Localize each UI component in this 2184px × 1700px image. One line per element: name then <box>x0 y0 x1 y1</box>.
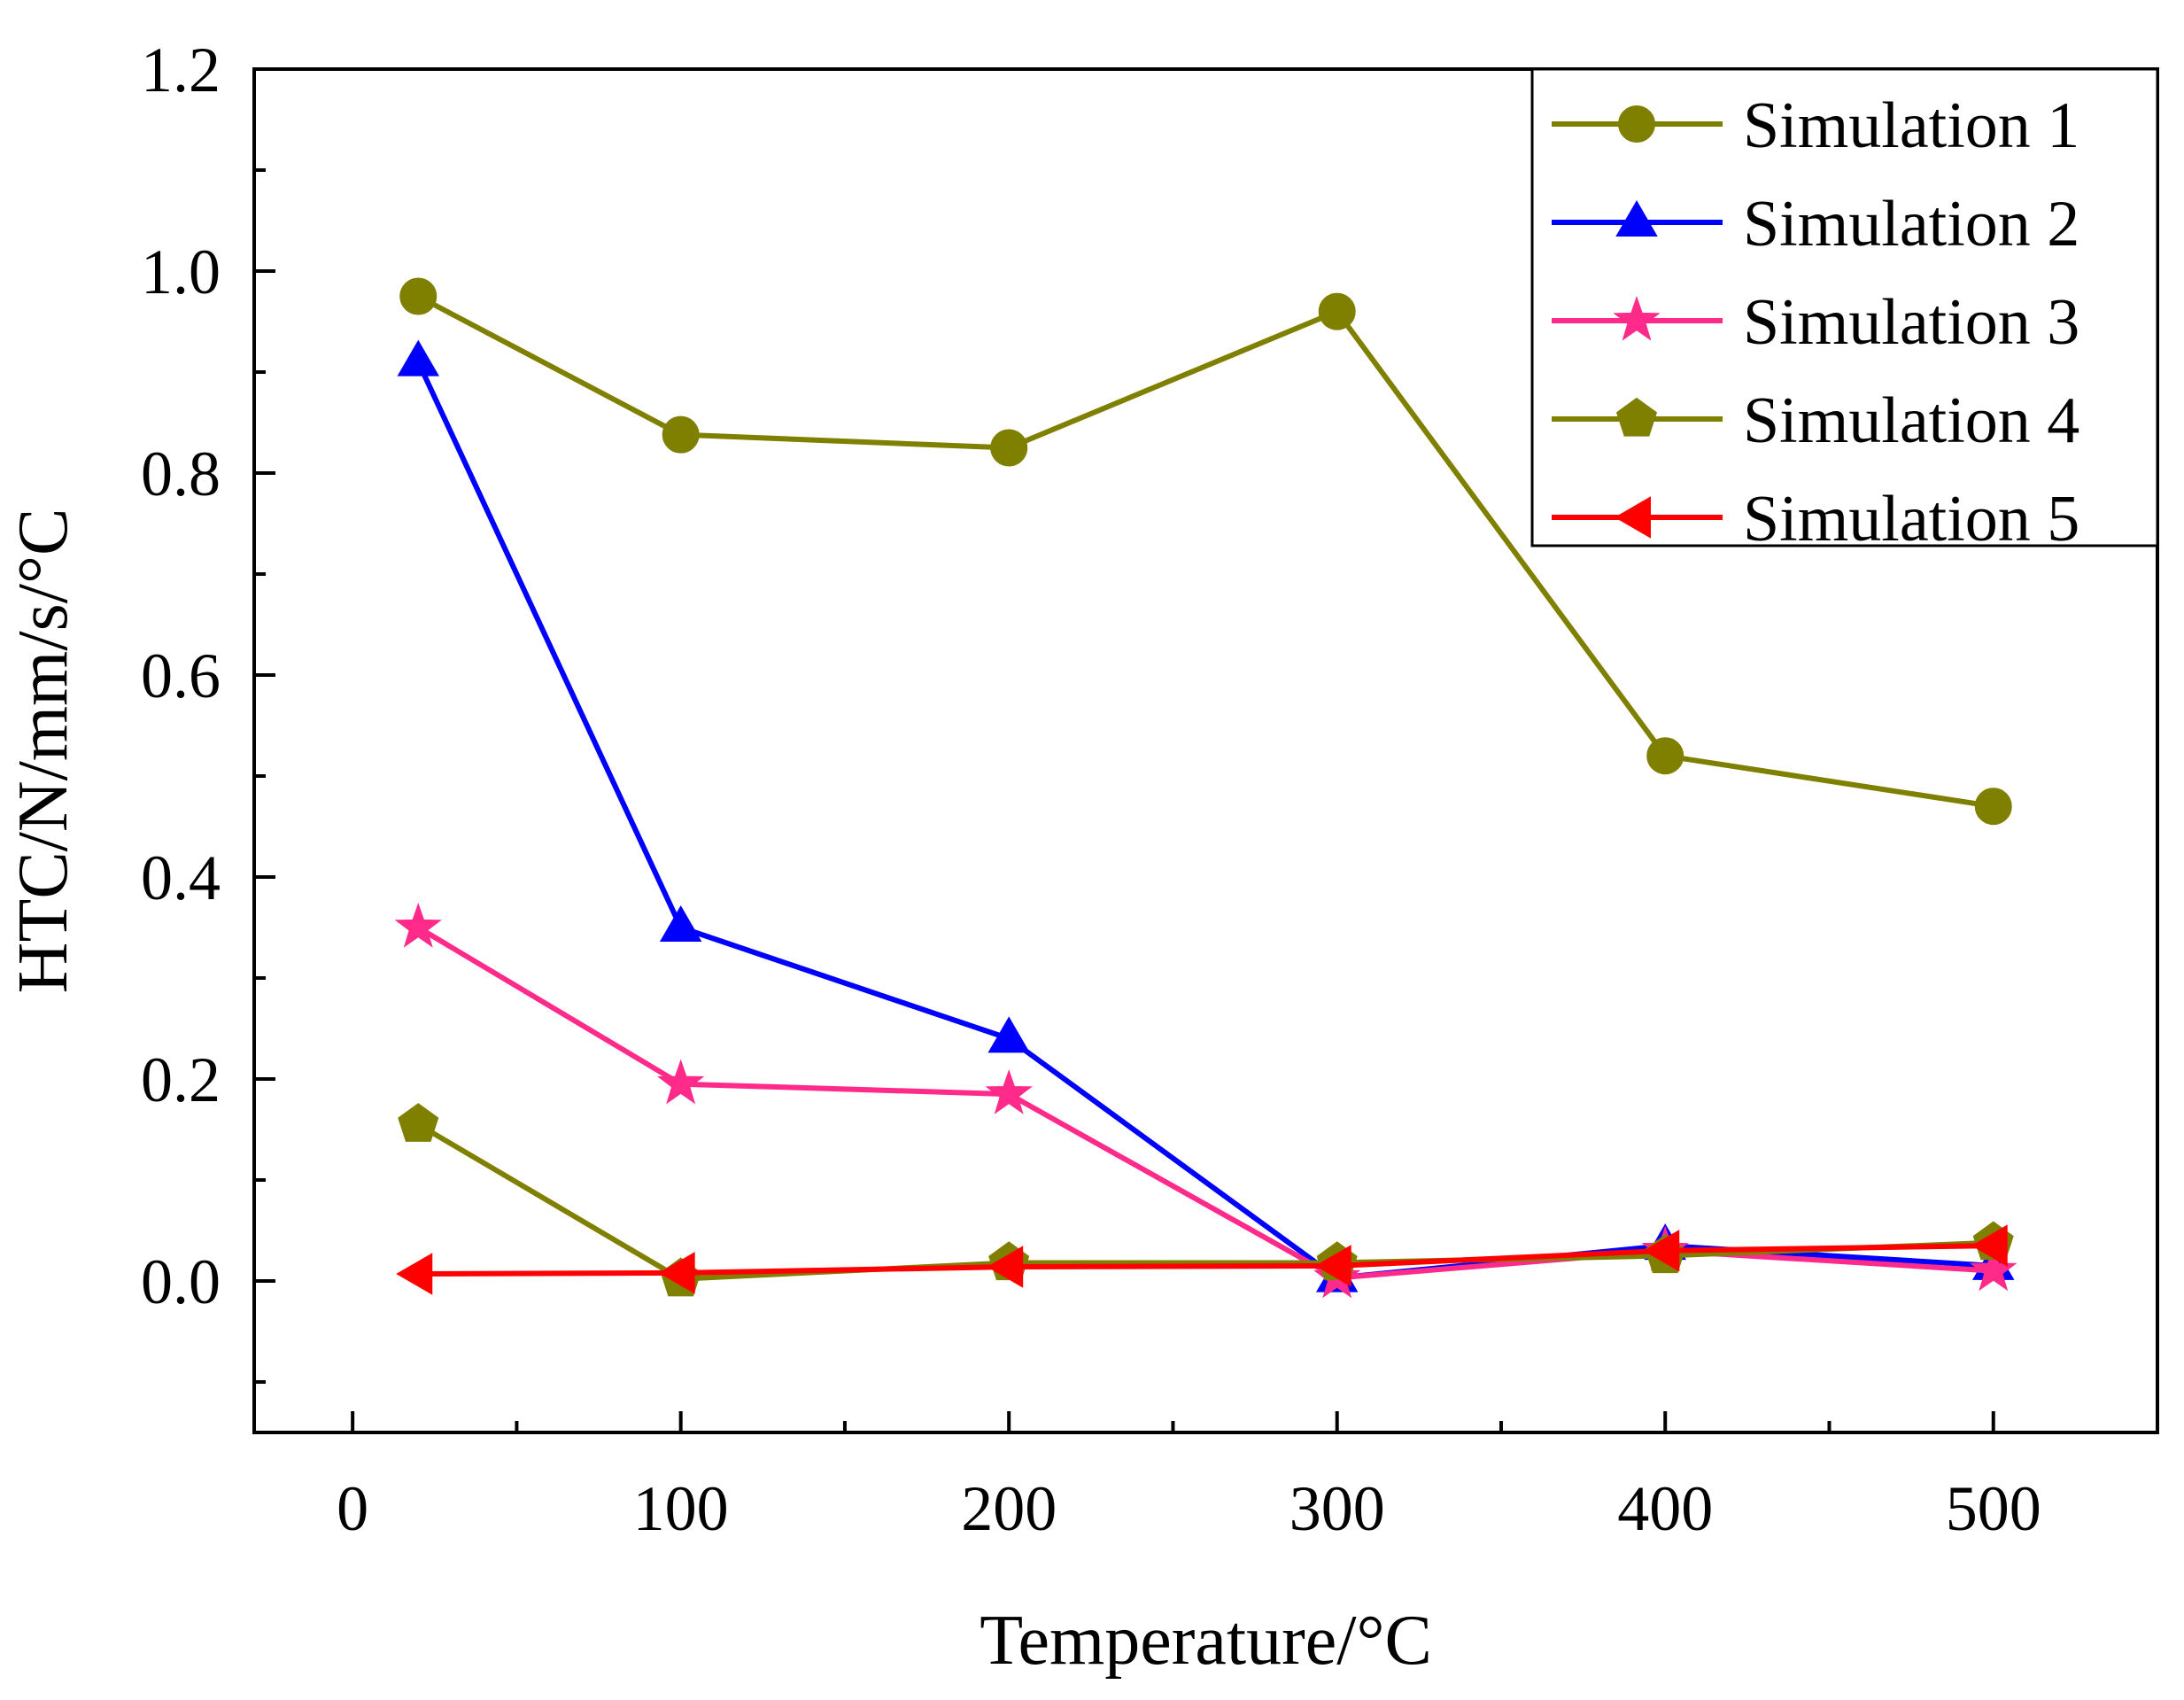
x-tick-label: 0 <box>337 1473 368 1544</box>
series-2-point <box>397 339 439 376</box>
series-5 <box>396 1224 2008 1295</box>
x-tick-label: 500 <box>1946 1473 2041 1544</box>
legend-label: Simulation 5 <box>1743 483 2079 555</box>
y-tick-label: 1.2 <box>141 35 221 105</box>
series-1-point <box>399 277 438 315</box>
x-axis-title: Temperature/°C <box>980 1602 1432 1680</box>
legend: Simulation 1 Simulation 2 Simulation 3 Simu… <box>1530 67 2159 555</box>
y-tick-label: 0.6 <box>141 640 221 711</box>
series-1-point <box>1646 737 1684 775</box>
series-5-point <box>1643 1230 1680 1272</box>
series-1-line <box>416 293 1994 810</box>
x-tick-label: 200 <box>961 1473 1057 1544</box>
series-1-point <box>1974 788 2012 826</box>
series-3-point <box>394 902 442 948</box>
series-5-point <box>396 1253 433 1295</box>
series-5-point <box>1314 1245 1351 1287</box>
series-2-point <box>987 1016 1030 1053</box>
series-5-point <box>658 1252 695 1294</box>
series-1-point <box>1318 292 1356 330</box>
x-tick-label: 400 <box>1617 1473 1713 1544</box>
legend-marker <box>1618 105 1655 143</box>
series-3-point <box>985 1069 1033 1114</box>
legend-label: Simulation 2 <box>1743 188 2079 260</box>
y-tick-label: 0.4 <box>141 842 221 913</box>
series-1-point <box>662 415 700 454</box>
series-3 <box>394 902 2017 1299</box>
legend-label: Simulation 3 <box>1743 286 2079 359</box>
axes: 0 100 200 300 400 500 0.0 0.2 0.4 0.6 0.8 1.0 1.2 <box>141 35 2159 1544</box>
legend-marker <box>1615 397 1658 437</box>
y-tick-label: 0.0 <box>141 1246 221 1317</box>
series-1-point <box>990 429 1028 467</box>
y-tick-label: 1.0 <box>141 237 221 307</box>
series-1 <box>399 277 2012 826</box>
series-3-line <box>416 925 1994 1281</box>
series-2-point <box>659 905 702 942</box>
series-5-line <box>418 1243 1994 1277</box>
y-axis-title: HTC/N/mm/s/°C <box>4 508 82 994</box>
plot-area <box>394 277 2017 1299</box>
y-tick-label: 0.8 <box>141 439 221 509</box>
series-5-point <box>987 1246 1024 1288</box>
series-3-point <box>1970 1246 2017 1292</box>
legend-label: Simulation 1 <box>1743 89 2079 162</box>
legend-marker <box>1615 200 1658 237</box>
x-tick-label: 100 <box>633 1473 729 1544</box>
legend-marker <box>1613 295 1661 341</box>
x-tick-label: 300 <box>1289 1473 1385 1544</box>
series-4-point <box>398 1103 439 1142</box>
legend-marker <box>1615 496 1651 539</box>
y-tick-label: 0.2 <box>141 1044 221 1115</box>
plot-frame <box>252 67 2159 1434</box>
series-4-line <box>416 1122 1994 1282</box>
legend-label: Simulation 4 <box>1743 384 2079 457</box>
series-3-point <box>656 1059 705 1105</box>
series-5-point <box>1971 1224 2008 1267</box>
